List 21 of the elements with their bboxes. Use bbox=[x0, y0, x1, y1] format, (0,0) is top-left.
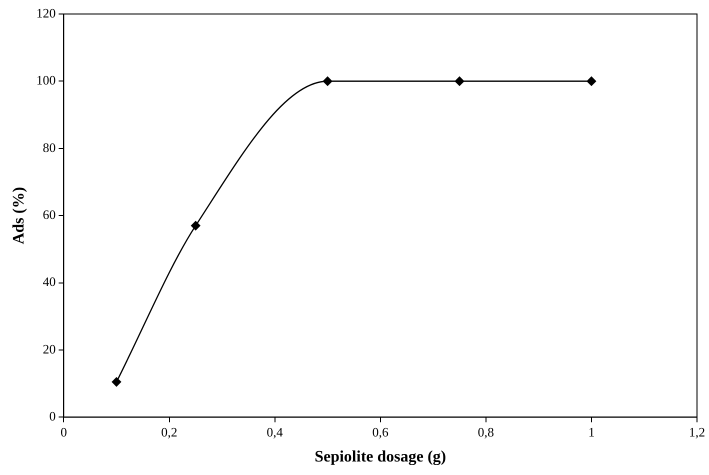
point bbox=[190, 221, 200, 230]
point bbox=[454, 76, 464, 86]
y-tick-label: 80 bbox=[42, 140, 56, 155]
point bbox=[112, 377, 122, 387]
x-tick-label: 0,8 bbox=[478, 424, 494, 440]
x-tick-label: 0,6 bbox=[372, 424, 389, 440]
x-axis-title: Sepiolite dosage (g) bbox=[314, 448, 446, 466]
point bbox=[586, 76, 596, 86]
x-tick-label: 1 bbox=[588, 424, 595, 440]
x-tick-label: 0 bbox=[60, 424, 67, 440]
y-tick-label: 120 bbox=[36, 5, 56, 20]
point bbox=[322, 76, 332, 86]
y-tick-label: 20 bbox=[42, 341, 56, 356]
y-tick-label: 40 bbox=[42, 274, 56, 290]
y-tick-label: 0 bbox=[49, 408, 56, 424]
x-tick-label: 0,2 bbox=[161, 424, 178, 440]
y-tick-label: 100 bbox=[36, 72, 56, 88]
y-tick-label: 60 bbox=[42, 207, 56, 222]
x-tick-label: 0,4 bbox=[266, 424, 284, 440]
x-tick-label: 1,2 bbox=[688, 424, 706, 440]
y-axis-title: Ads (%) bbox=[10, 186, 28, 244]
